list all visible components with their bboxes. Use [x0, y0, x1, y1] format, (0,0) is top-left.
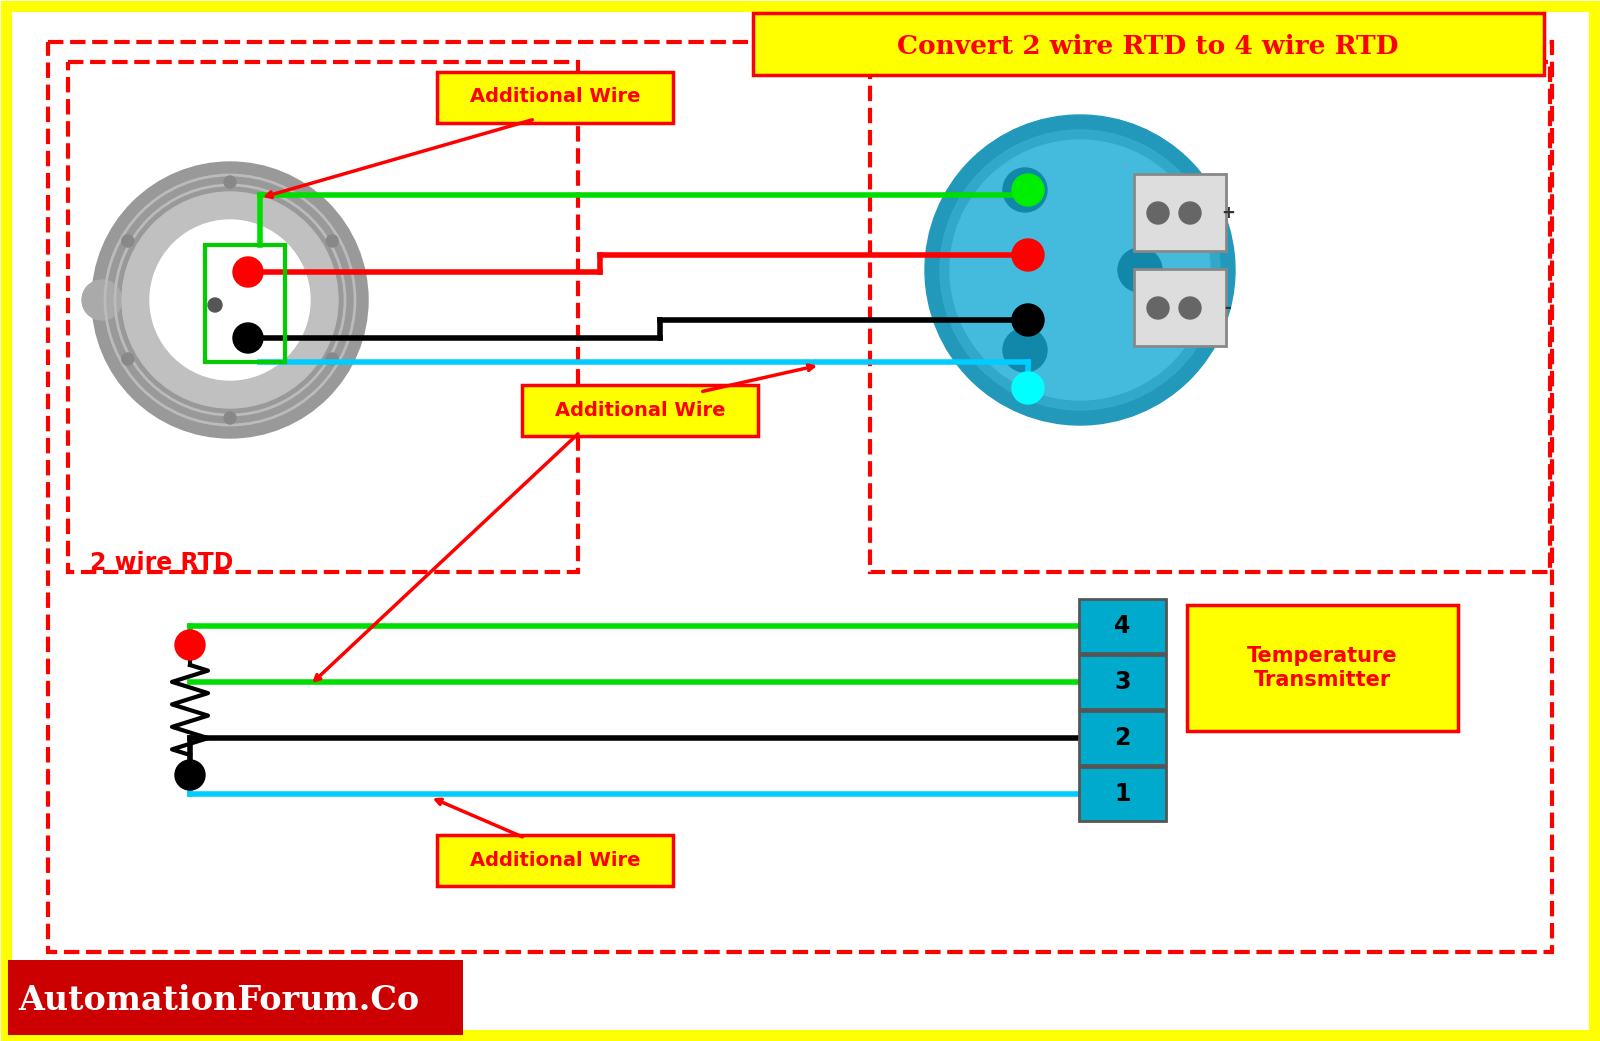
FancyBboxPatch shape — [754, 12, 1544, 75]
FancyBboxPatch shape — [1187, 605, 1458, 731]
Circle shape — [1147, 297, 1170, 319]
Circle shape — [1013, 174, 1043, 206]
Circle shape — [234, 323, 262, 353]
Text: 1: 1 — [1114, 782, 1131, 806]
Text: Additional Wire: Additional Wire — [555, 401, 725, 420]
Text: 2: 2 — [1114, 726, 1131, 750]
Text: 3: 3 — [1114, 670, 1131, 694]
Circle shape — [122, 192, 338, 408]
Text: Additional Wire: Additional Wire — [470, 850, 640, 869]
FancyBboxPatch shape — [437, 72, 674, 123]
Circle shape — [326, 235, 338, 247]
Circle shape — [174, 760, 205, 790]
FancyBboxPatch shape — [522, 384, 758, 435]
FancyBboxPatch shape — [1078, 711, 1166, 765]
Text: 4: 4 — [1114, 614, 1131, 638]
FancyBboxPatch shape — [8, 960, 462, 1035]
Circle shape — [1147, 202, 1170, 224]
Text: 2 wire RTD: 2 wire RTD — [90, 551, 234, 575]
Circle shape — [150, 220, 310, 380]
Circle shape — [1003, 168, 1046, 212]
Circle shape — [93, 162, 368, 438]
Circle shape — [122, 235, 134, 247]
Circle shape — [122, 353, 134, 365]
FancyBboxPatch shape — [1134, 174, 1226, 251]
Circle shape — [174, 630, 205, 660]
Text: Temperature
Transmitter: Temperature Transmitter — [1246, 646, 1397, 689]
Circle shape — [1118, 248, 1162, 291]
Text: Convert 2 wire RTD to 4 wire RTD: Convert 2 wire RTD to 4 wire RTD — [898, 33, 1398, 58]
Circle shape — [208, 298, 222, 312]
Circle shape — [82, 280, 122, 320]
Text: AutomationForum.Co: AutomationForum.Co — [18, 984, 419, 1016]
FancyBboxPatch shape — [1078, 767, 1166, 821]
FancyBboxPatch shape — [1078, 655, 1166, 709]
Circle shape — [1013, 239, 1043, 271]
Circle shape — [950, 139, 1210, 400]
Circle shape — [224, 412, 237, 424]
Circle shape — [941, 130, 1221, 410]
Text: -: - — [1224, 299, 1232, 318]
FancyBboxPatch shape — [1134, 269, 1226, 346]
Circle shape — [1003, 328, 1046, 372]
FancyBboxPatch shape — [437, 835, 674, 886]
Circle shape — [1013, 372, 1043, 404]
Circle shape — [326, 353, 338, 365]
Text: +: + — [1221, 204, 1235, 222]
FancyBboxPatch shape — [1078, 599, 1166, 653]
Circle shape — [1179, 297, 1202, 319]
Text: Additional Wire: Additional Wire — [470, 87, 640, 106]
Circle shape — [925, 115, 1235, 425]
Circle shape — [234, 257, 262, 287]
Circle shape — [224, 176, 237, 188]
Circle shape — [1013, 304, 1043, 336]
Circle shape — [1179, 202, 1202, 224]
